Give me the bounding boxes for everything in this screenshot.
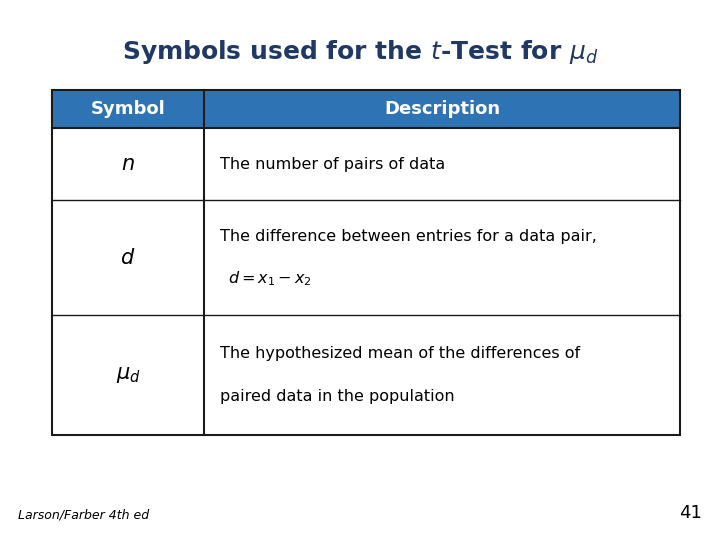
Bar [52,90,680,435]
Bar [52,128,680,200]
Text: The difference between entries for a data pair,: The difference between entries for a dat… [220,230,597,244]
Text: $d = x_1 - x_2$: $d = x_1 - x_2$ [228,269,312,287]
Text: paired data in the population: paired data in the population [220,389,454,404]
Text: Larson/Farber 4th ed: Larson/Farber 4th ed [18,509,149,522]
Text: 41: 41 [679,504,702,522]
Text: Symbol: Symbol [91,100,166,118]
Text: The hypothesized mean of the differences of: The hypothesized mean of the differences… [220,346,580,361]
Bar [52,90,680,128]
Bar [52,315,680,435]
Text: The number of pairs of data: The number of pairs of data [220,157,445,172]
Text: $d$: $d$ [120,247,135,267]
Text: $n$: $n$ [121,154,135,174]
Bar [52,200,680,315]
Text: $\mu_d$: $\mu_d$ [115,365,140,385]
Text: Description: Description [384,100,500,118]
Text: Symbols used for the $\mathit{t}$-Test for $\mu_d$: Symbols used for the $\mathit{t}$-Test f… [122,38,598,66]
